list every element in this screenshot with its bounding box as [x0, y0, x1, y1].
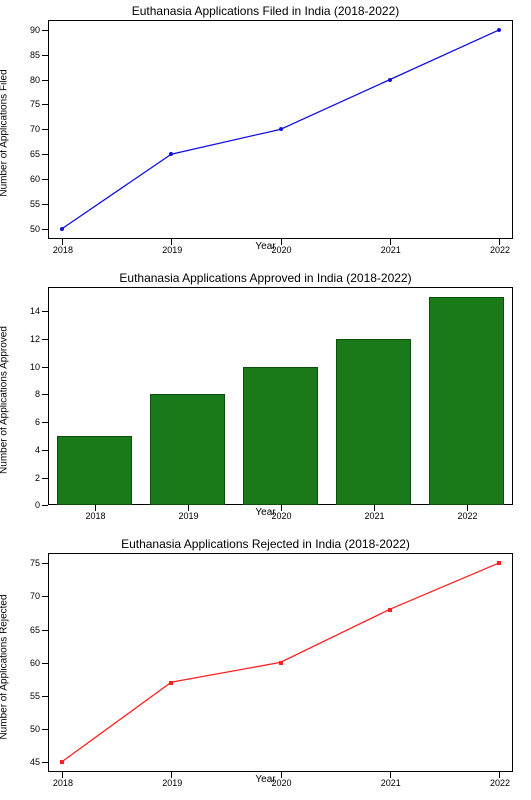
xtick: 2019 [171, 772, 172, 778]
chart-rejected: Euthanasia Applications Rejected in Indi… [0, 533, 531, 800]
ytick: 8 [42, 394, 48, 395]
data-marker [279, 127, 283, 131]
data-bar [150, 394, 224, 505]
ytick-label: 55 [30, 691, 40, 701]
xtick-label: 2020 [271, 245, 291, 255]
data-marker [279, 661, 283, 665]
ytick-label: 90 [30, 25, 40, 35]
chart-rejected-plot: 4550556065707520182019202020212022 [48, 553, 513, 772]
xtick: 2021 [374, 505, 375, 511]
data-marker [169, 681, 173, 685]
ytick-label: 70 [30, 591, 40, 601]
xtick: 2020 [281, 505, 282, 511]
ytick-label: 14 [30, 306, 40, 316]
data-marker [388, 608, 392, 612]
chart-filed: Euthanasia Applications Filed in India (… [0, 0, 531, 267]
data-marker [60, 760, 64, 764]
ytick: 10 [42, 367, 48, 368]
xtick: 2020 [281, 772, 282, 778]
ytick: 4 [42, 450, 48, 451]
ytick-label: 4 [35, 445, 40, 455]
data-marker [60, 227, 64, 231]
chart-rejected-xlabel: Year [8, 774, 523, 785]
xtick-label: 2022 [457, 511, 477, 521]
ytick-label: 2 [35, 473, 40, 483]
xtick-label: 2019 [162, 245, 182, 255]
chart-approved-title: Euthanasia Applications Approved in Indi… [8, 271, 523, 285]
ytick-label: 75 [30, 99, 40, 109]
ytick-label: 60 [30, 658, 40, 668]
xtick-label: 2022 [490, 245, 510, 255]
ytick-label: 60 [30, 174, 40, 184]
ytick-label: 12 [30, 334, 40, 344]
xtick: 2022 [467, 505, 468, 511]
data-bar [336, 339, 410, 506]
data-bar [57, 436, 131, 505]
chart-approved: Euthanasia Applications Approved in Indi… [0, 267, 531, 534]
ytick-label: 50 [30, 724, 40, 734]
ytick-label: 85 [30, 50, 40, 60]
xtick: 2021 [390, 772, 391, 778]
ytick-label: 0 [35, 500, 40, 510]
xtick-label: 2019 [162, 778, 182, 788]
ytick-label: 8 [35, 389, 40, 399]
ytick: 2 [42, 478, 48, 479]
ytick-label: 55 [30, 199, 40, 209]
xtick-label: 2019 [178, 511, 198, 521]
ytick-label: 80 [30, 75, 40, 85]
data-marker [388, 78, 392, 82]
xtick-label: 2021 [381, 245, 401, 255]
ytick: 14 [42, 311, 48, 312]
ytick-label: 65 [30, 149, 40, 159]
chart-filed-title: Euthanasia Applications Filed in India (… [8, 4, 523, 18]
data-bar [243, 367, 317, 506]
xtick: 2018 [62, 772, 63, 778]
chart-filed-ylabel: Number of Applications Filed [0, 70, 10, 197]
data-marker [497, 28, 501, 32]
ytick-label: 10 [30, 362, 40, 372]
chart-approved-plot: 0246810121420182019202020212022 [48, 287, 513, 506]
ytick-label: 70 [30, 124, 40, 134]
xtick: 2021 [390, 239, 391, 245]
xtick: 2019 [171, 239, 172, 245]
xtick-label: 2018 [53, 778, 73, 788]
xtick-label: 2022 [490, 778, 510, 788]
chart-filed-plot: 50556065707580859020182019202020212022 [48, 20, 513, 239]
xtick: 2022 [499, 239, 500, 245]
chart-rejected-ylabel: Number of Applications Rejected [0, 594, 10, 739]
ytick-label: 75 [30, 558, 40, 568]
ytick-label: 6 [35, 417, 40, 427]
xtick-label: 2018 [85, 511, 105, 521]
xtick: 2018 [95, 505, 96, 511]
xtick: 2019 [188, 505, 189, 511]
ytick-label: 65 [30, 625, 40, 635]
data-marker [497, 561, 501, 565]
ytick-label: 45 [30, 757, 40, 767]
xtick: 2022 [499, 772, 500, 778]
xtick-label: 2018 [53, 245, 73, 255]
xtick: 2018 [62, 239, 63, 245]
xtick-label: 2020 [271, 778, 291, 788]
chart-rejected-title: Euthanasia Applications Rejected in Indi… [8, 537, 523, 551]
ytick-label: 50 [30, 224, 40, 234]
chart-approved-ylabel: Number of Applications Approved [0, 326, 10, 474]
xtick-label: 2021 [364, 511, 384, 521]
xtick: 2020 [281, 239, 282, 245]
ytick: 6 [42, 422, 48, 423]
xtick-label: 2020 [271, 511, 291, 521]
xtick-label: 2021 [381, 778, 401, 788]
ytick: 0 [42, 505, 48, 506]
ytick: 12 [42, 339, 48, 340]
data-bar [429, 297, 503, 505]
chart-filed-xlabel: Year [8, 241, 523, 252]
